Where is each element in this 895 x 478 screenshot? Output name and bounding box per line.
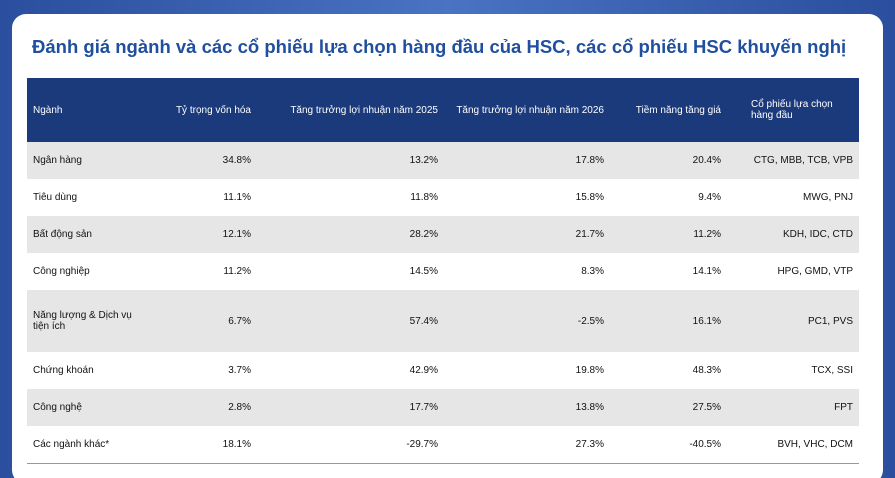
table-row: Tiêu dùng 11.1% 11.8% 15.8% 9.4% MWG, PNJ bbox=[27, 179, 859, 216]
table-cell: 28.2% bbox=[257, 216, 444, 253]
table-cell: Tiêu dùng bbox=[33, 192, 78, 203]
table-cell: 11.2% bbox=[223, 266, 251, 277]
table-cell: 12.1% bbox=[167, 216, 257, 253]
table-cell: -29.7% bbox=[257, 426, 444, 464]
table-cell: Năng lượng & Dịch vụ tiện ích bbox=[27, 290, 167, 352]
table-cell: KDH, IDC, CTD bbox=[727, 216, 859, 253]
header-cell: Tăng trưởng lợi nhuận năm 2025 bbox=[257, 78, 444, 142]
card: Đánh giá ngành và các cổ phiếu lựa chọn … bbox=[12, 14, 883, 478]
table-cell: Bất động sản bbox=[27, 216, 167, 253]
table-cell: 57.4% bbox=[257, 290, 444, 352]
table-cell: 48.3% bbox=[692, 365, 721, 376]
table-cell: 18.1% bbox=[167, 426, 257, 464]
table-row: Năng lượng & Dịch vụ tiện ích 6.7% 57.4% -2… bbox=[27, 290, 859, 352]
header-cell: Tiềm năng tăng giá bbox=[610, 78, 727, 142]
table-cell: 20.4% bbox=[610, 142, 727, 179]
table-cell: 34.8% bbox=[167, 142, 257, 179]
header-row: Ngành Tỷ trọng vốn hóa Tăng trưởng lợi nhu… bbox=[27, 78, 859, 142]
table-cell: BVH, VHC, DCM bbox=[727, 426, 859, 464]
table-cell: 11.2% bbox=[610, 216, 727, 253]
table-cell: 27.5% bbox=[610, 389, 727, 426]
header-cell: Tăng trưởng lợi nhuận năm 2026 bbox=[444, 78, 610, 142]
table-cell: -40.5% bbox=[610, 426, 727, 464]
table-row: Công nghiệp 11.2% 14.5% 8.3% 14.1% HPG, GMD, … bbox=[27, 253, 859, 290]
table-cell: 17.7% bbox=[257, 389, 444, 426]
table-cell: CTG, MBB, TCB, VPB bbox=[727, 142, 859, 179]
table-cell: 11.1% bbox=[223, 192, 251, 203]
table-cell: 15.8% bbox=[575, 192, 604, 203]
table-row: Ngân hàng 34.8% 13.2% 17.8% 20.4% CTG, MBB, T… bbox=[27, 142, 859, 179]
table-cell: PC1, PVS bbox=[727, 290, 859, 352]
table-cell: Chứng khoán bbox=[33, 365, 94, 376]
table-cell: Các ngành khác* bbox=[27, 426, 167, 464]
table-cell: 13.8% bbox=[444, 389, 610, 426]
table-cell: Công nghiệp bbox=[33, 266, 90, 277]
table-body: Ngân hàng 34.8% 13.2% 17.8% 20.4% CTG, MBB, T… bbox=[27, 142, 859, 464]
table-cell: HPG, GMD, VTP bbox=[777, 266, 853, 277]
table-cell: 3.7% bbox=[228, 365, 251, 376]
table-cell: 14.1% bbox=[692, 266, 721, 277]
table-cell: 9.4% bbox=[698, 192, 721, 203]
table-cell: -2.5% bbox=[444, 290, 610, 352]
table-cell: Ngân hàng bbox=[27, 142, 167, 179]
table-cell: 2.8% bbox=[167, 389, 257, 426]
header-cell: Tỷ trọng vốn hóa bbox=[167, 78, 257, 142]
table-cell: 8.3% bbox=[581, 266, 604, 277]
title: Đánh giá ngành và các cổ phiếu lựa chọn … bbox=[32, 36, 847, 57]
table-row: Các ngành khác* 18.1% -29.7% 27.3% -40.5% BVH… bbox=[27, 426, 859, 464]
table-row: Bất động sản 12.1% 28.2% 21.7% 11.2% KDH, IDC… bbox=[27, 216, 859, 253]
table-cell: 14.5% bbox=[409, 266, 438, 277]
header-cell: Ngành bbox=[27, 78, 167, 142]
table-cell: 16.1% bbox=[610, 290, 727, 352]
table-cell: Công nghệ bbox=[27, 389, 167, 426]
table: Ngành Tỷ trọng vốn hóa Tăng trưởng lợi nhu… bbox=[27, 78, 859, 464]
table-cell: 19.8% bbox=[575, 365, 604, 376]
table-cell: 17.8% bbox=[444, 142, 610, 179]
header-cell: Cổ phiếu lựa chọn hàng đầu bbox=[727, 78, 859, 142]
table-cell: FPT bbox=[727, 389, 859, 426]
table-cell: 6.7% bbox=[167, 290, 257, 352]
table-cell: MWG, PNJ bbox=[803, 192, 853, 203]
table-cell: 27.3% bbox=[444, 426, 610, 464]
table-row: Công nghệ 2.8% 17.7% 13.8% 27.5% FPT bbox=[27, 389, 859, 426]
table-cell: 42.9% bbox=[409, 365, 438, 376]
table-cell: 11.8% bbox=[410, 192, 438, 203]
table-cell: 21.7% bbox=[444, 216, 610, 253]
table-row: Chứng khoán 3.7% 42.9% 19.8% 48.3% TCX, SSI bbox=[27, 352, 859, 389]
table-cell: TCX, SSI bbox=[811, 365, 853, 376]
table-cell: 13.2% bbox=[257, 142, 444, 179]
